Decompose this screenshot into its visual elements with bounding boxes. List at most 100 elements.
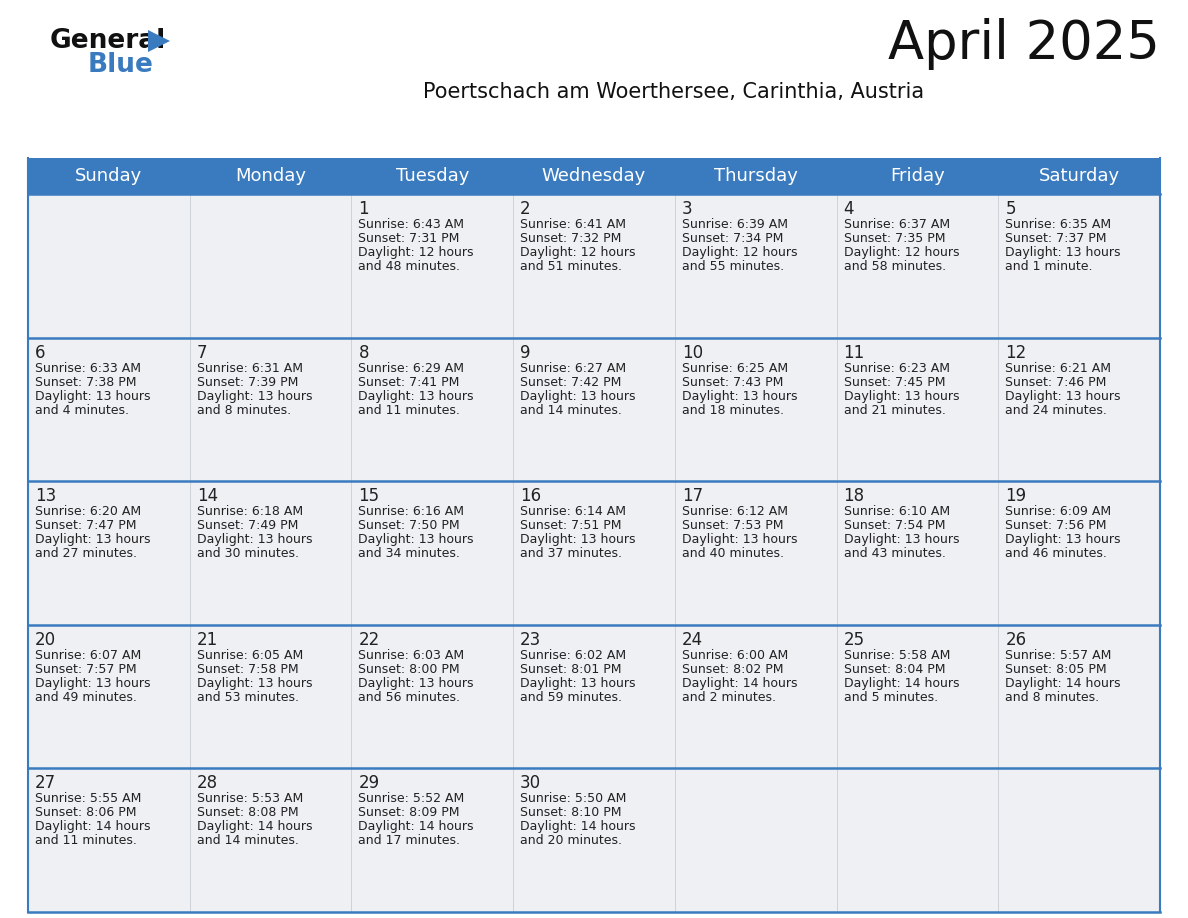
Text: Tuesday: Tuesday [396,167,469,185]
Text: Daylight: 13 hours: Daylight: 13 hours [197,677,312,689]
Text: 27: 27 [34,775,56,792]
Text: Sunrise: 6:20 AM: Sunrise: 6:20 AM [34,505,141,518]
Text: 6: 6 [34,343,45,362]
Text: Sunrise: 6:27 AM: Sunrise: 6:27 AM [520,362,626,375]
Text: 5: 5 [1005,200,1016,218]
Text: Sunrise: 6:07 AM: Sunrise: 6:07 AM [34,649,141,662]
Text: and 1 minute.: and 1 minute. [1005,260,1093,273]
Text: and 34 minutes.: and 34 minutes. [359,547,460,560]
Bar [29,481,190,625]
Text: Daylight: 13 hours: Daylight: 13 hours [1005,533,1120,546]
Bar [190,338,352,481]
Text: Daylight: 13 hours: Daylight: 13 hours [843,389,959,403]
Text: April 2025: April 2025 [889,18,1159,70]
Text: Sunrise: 6:25 AM: Sunrise: 6:25 AM [682,362,788,375]
Bar [190,768,352,912]
Text: Sunrise: 6:43 AM: Sunrise: 6:43 AM [359,218,465,231]
Text: Sunrise: 6:29 AM: Sunrise: 6:29 AM [359,362,465,375]
Bar [352,338,513,481]
Text: Sunset: 7:43 PM: Sunset: 7:43 PM [682,375,783,388]
Text: Sunday: Sunday [75,167,143,185]
Text: 7: 7 [197,343,207,362]
Text: 20: 20 [34,631,56,649]
Text: Sunset: 7:47 PM: Sunset: 7:47 PM [34,520,137,532]
Text: Daylight: 13 hours: Daylight: 13 hours [34,389,151,403]
Text: Daylight: 13 hours: Daylight: 13 hours [682,533,797,546]
Text: Daylight: 13 hours: Daylight: 13 hours [359,533,474,546]
Text: Sunrise: 5:58 AM: Sunrise: 5:58 AM [843,649,950,662]
Bar [513,768,675,912]
Text: Sunset: 7:58 PM: Sunset: 7:58 PM [197,663,298,676]
Text: 13: 13 [34,487,56,505]
Text: Sunset: 7:31 PM: Sunset: 7:31 PM [359,232,460,245]
Text: Sunrise: 6:16 AM: Sunrise: 6:16 AM [359,505,465,518]
Bar [352,481,513,625]
Text: Sunrise: 6:00 AM: Sunrise: 6:00 AM [682,649,788,662]
Text: Daylight: 13 hours: Daylight: 13 hours [359,389,474,403]
Bar [998,194,1159,338]
Text: Sunrise: 5:53 AM: Sunrise: 5:53 AM [197,792,303,805]
Text: Sunrise: 6:12 AM: Sunrise: 6:12 AM [682,505,788,518]
Text: and 4 minutes.: and 4 minutes. [34,404,129,417]
Text: and 51 minutes.: and 51 minutes. [520,260,623,273]
Text: Sunset: 7:42 PM: Sunset: 7:42 PM [520,375,621,388]
Bar [513,481,675,625]
Bar [352,768,513,912]
Text: Daylight: 13 hours: Daylight: 13 hours [682,389,797,403]
Bar [998,768,1159,912]
Text: Poertschach am Woerthersee, Carinthia, Austria: Poertschach am Woerthersee, Carinthia, A… [423,82,924,102]
Text: 18: 18 [843,487,865,505]
Bar [513,158,675,194]
Text: Sunset: 8:06 PM: Sunset: 8:06 PM [34,806,137,820]
Text: Daylight: 13 hours: Daylight: 13 hours [34,533,151,546]
Text: Sunrise: 6:05 AM: Sunrise: 6:05 AM [197,649,303,662]
Text: 25: 25 [843,631,865,649]
Text: Sunset: 7:57 PM: Sunset: 7:57 PM [34,663,137,676]
Text: and 56 minutes.: and 56 minutes. [359,691,461,704]
Text: Sunrise: 6:35 AM: Sunrise: 6:35 AM [1005,218,1112,231]
Text: Sunset: 8:02 PM: Sunset: 8:02 PM [682,663,783,676]
Text: 16: 16 [520,487,542,505]
Text: 15: 15 [359,487,379,505]
Text: Sunrise: 5:57 AM: Sunrise: 5:57 AM [1005,649,1112,662]
Bar [998,338,1159,481]
Text: Daylight: 14 hours: Daylight: 14 hours [1005,677,1120,689]
Text: Sunrise: 5:50 AM: Sunrise: 5:50 AM [520,792,626,805]
Text: and 2 minutes.: and 2 minutes. [682,691,776,704]
Text: Daylight: 14 hours: Daylight: 14 hours [682,677,797,689]
Text: and 37 minutes.: and 37 minutes. [520,547,623,560]
Text: 21: 21 [197,631,217,649]
Text: Sunrise: 6:18 AM: Sunrise: 6:18 AM [197,505,303,518]
Text: and 55 minutes.: and 55 minutes. [682,260,784,273]
Bar [29,194,190,338]
Text: Sunset: 8:09 PM: Sunset: 8:09 PM [359,806,460,820]
Text: Sunset: 7:50 PM: Sunset: 7:50 PM [359,520,460,532]
Bar [836,158,998,194]
Text: General: General [50,28,166,54]
Text: Sunrise: 6:31 AM: Sunrise: 6:31 AM [197,362,303,375]
Text: 17: 17 [682,487,703,505]
Text: Sunset: 7:54 PM: Sunset: 7:54 PM [843,520,946,532]
Text: and 14 minutes.: and 14 minutes. [197,834,298,847]
Bar [675,768,836,912]
Text: and 48 minutes.: and 48 minutes. [359,260,461,273]
Text: Sunrise: 6:37 AM: Sunrise: 6:37 AM [843,218,949,231]
Text: Sunset: 8:00 PM: Sunset: 8:00 PM [359,663,460,676]
Text: 4: 4 [843,200,854,218]
Text: 22: 22 [359,631,380,649]
Text: Sunrise: 6:21 AM: Sunrise: 6:21 AM [1005,362,1111,375]
Text: Daylight: 12 hours: Daylight: 12 hours [520,246,636,259]
Text: Sunrise: 5:55 AM: Sunrise: 5:55 AM [34,792,141,805]
Text: Sunset: 7:53 PM: Sunset: 7:53 PM [682,520,783,532]
Text: 26: 26 [1005,631,1026,649]
Polygon shape [148,30,170,52]
Bar [836,194,998,338]
Text: and 17 minutes.: and 17 minutes. [359,834,461,847]
Text: and 20 minutes.: and 20 minutes. [520,834,623,847]
Text: Daylight: 13 hours: Daylight: 13 hours [520,533,636,546]
Text: Saturday: Saturday [1038,167,1120,185]
Text: Sunset: 7:37 PM: Sunset: 7:37 PM [1005,232,1107,245]
Text: Sunrise: 6:10 AM: Sunrise: 6:10 AM [843,505,949,518]
Text: 23: 23 [520,631,542,649]
Text: Sunset: 7:41 PM: Sunset: 7:41 PM [359,375,460,388]
